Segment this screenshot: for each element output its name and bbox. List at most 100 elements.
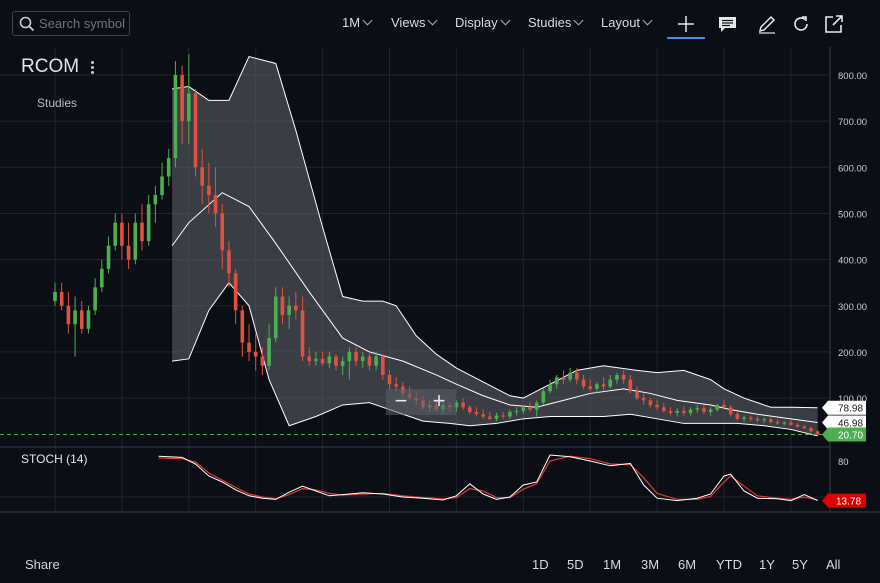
candle-body	[508, 411, 512, 417]
candle-body	[340, 361, 345, 366]
range-1d[interactable]: 1D	[532, 557, 549, 572]
bollinger-upper-line	[172, 55, 818, 409]
candle-body	[247, 342, 251, 352]
candle-body	[755, 418, 760, 421]
candle-body	[795, 424, 800, 427]
candle-body	[320, 358, 325, 364]
candle-body	[86, 310, 91, 329]
y-tick-label: 100.00	[838, 394, 867, 405]
candle-body	[334, 356, 338, 366]
refresh-button[interactable]	[789, 12, 813, 36]
range-1y[interactable]: 1Y	[759, 557, 775, 572]
chevron-down-icon	[362, 15, 373, 26]
views-menu-label: Views	[391, 15, 426, 30]
candle-body	[802, 426, 807, 429]
draw-button[interactable]	[755, 12, 779, 36]
candle-body	[120, 222, 124, 246]
candle-body	[528, 407, 532, 410]
stoch-k-line	[158, 454, 818, 502]
candle-body	[575, 372, 579, 380]
range-5y[interactable]: 5Y	[792, 557, 808, 572]
bollinger-lower-line	[172, 281, 818, 437]
search-box[interactable]	[12, 11, 130, 36]
candle-body	[514, 410, 519, 412]
candle-body	[815, 431, 820, 435]
zoom-in-button[interactable]: +	[432, 388, 446, 413]
candle-body	[153, 194, 158, 205]
candle-body	[354, 351, 358, 362]
candle-body	[748, 417, 753, 419]
candle-body	[160, 176, 164, 195]
candle-body	[708, 409, 713, 412]
search-icon	[19, 16, 35, 32]
candle-body	[581, 379, 586, 387]
share-button[interactable]: Share	[25, 557, 60, 572]
y-tick-label: 300.00	[838, 302, 867, 313]
more-options-icon[interactable]	[89, 60, 95, 76]
comment-icon	[719, 17, 736, 32]
candle-body	[501, 415, 506, 417]
y-tick-label: 800.00	[838, 71, 867, 82]
candle-body	[59, 291, 64, 306]
search-input[interactable]	[39, 15, 127, 32]
zoom-out-button[interactable]: −	[394, 388, 408, 413]
layout-menu[interactable]: Layout	[601, 15, 653, 30]
candle-body	[695, 408, 700, 410]
candle-body	[481, 414, 485, 417]
candle-body	[53, 291, 57, 302]
candle-body	[133, 222, 138, 260]
candle-body	[126, 245, 131, 260]
studies-menu[interactable]: Studies	[528, 15, 584, 30]
middle-band-label: 46.98	[838, 419, 863, 430]
candle-body	[300, 310, 305, 357]
candle-body	[367, 356, 372, 366]
y-tick-label: 700.00	[838, 117, 867, 128]
range-1m[interactable]: 1M	[603, 557, 622, 572]
range-ytd[interactable]: YTD	[716, 557, 742, 572]
crosshair-icon	[678, 16, 694, 32]
candle-body	[100, 268, 104, 288]
external-link-icon	[825, 15, 843, 33]
candle-body	[742, 417, 746, 419]
candle-body	[668, 410, 673, 413]
candle-body	[233, 273, 238, 311]
candle-body	[655, 404, 659, 408]
candle-body	[628, 379, 633, 392]
crosshair-button[interactable]	[667, 11, 705, 39]
chevron-down-icon	[642, 15, 653, 26]
price-chart[interactable]: 13.78 2006200720082009201020112012201320…	[0, 47, 880, 515]
candle-body	[166, 158, 171, 177]
candle-body	[461, 402, 465, 408]
candle-body	[347, 351, 352, 362]
candle-body	[635, 391, 639, 399]
candle-body	[187, 93, 191, 122]
candle-body	[789, 422, 793, 425]
range-6m[interactable]: 6M	[678, 557, 697, 572]
candle-body	[568, 372, 572, 380]
top-toolbar: 1M Views Display Studies Layout	[0, 0, 880, 47]
display-menu[interactable]: Display	[455, 15, 511, 30]
candle-body	[374, 356, 378, 366]
refresh-icon	[794, 16, 808, 31]
candle-body	[735, 414, 740, 419]
range-3m[interactable]: 3M	[641, 557, 660, 572]
studies-legend[interactable]: Studies	[37, 96, 78, 110]
candle-body	[454, 402, 459, 408]
candle-body	[521, 407, 526, 411]
comment-button[interactable]	[716, 12, 740, 36]
candle-body	[554, 377, 559, 385]
candle-body	[360, 356, 365, 362]
popout-button[interactable]	[822, 12, 846, 36]
interval-menu[interactable]: 1M	[342, 15, 373, 30]
candle-body	[675, 410, 679, 413]
range-5d[interactable]: 5D	[567, 557, 584, 572]
candle-body	[595, 384, 599, 389]
candle-body	[307, 356, 312, 362]
candle-body	[227, 250, 231, 274]
candle-body	[601, 384, 606, 387]
range-all[interactable]: All	[826, 557, 841, 572]
candle-body	[280, 296, 285, 315]
views-menu[interactable]: Views	[391, 15, 438, 30]
candle-body	[381, 356, 385, 375]
stoch-d-line	[158, 455, 818, 501]
